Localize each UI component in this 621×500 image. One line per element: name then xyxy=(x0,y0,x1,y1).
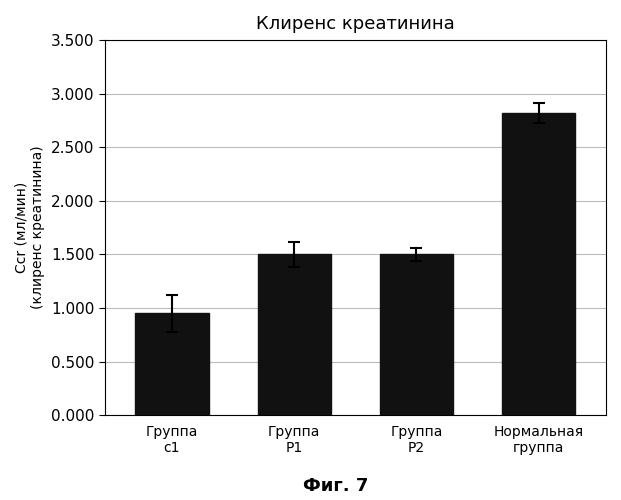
Bar xyxy=(135,314,209,415)
Bar xyxy=(258,254,331,415)
Y-axis label: Ссr (мл/мин)
(клиренс креатинина): Ссr (мл/мин) (клиренс креатинина) xyxy=(15,146,45,310)
Bar xyxy=(502,113,576,415)
Title: Клиренс креатинина: Клиренс креатинина xyxy=(256,15,455,33)
Text: Фиг. 7: Фиг. 7 xyxy=(302,477,368,495)
Bar xyxy=(380,254,453,415)
